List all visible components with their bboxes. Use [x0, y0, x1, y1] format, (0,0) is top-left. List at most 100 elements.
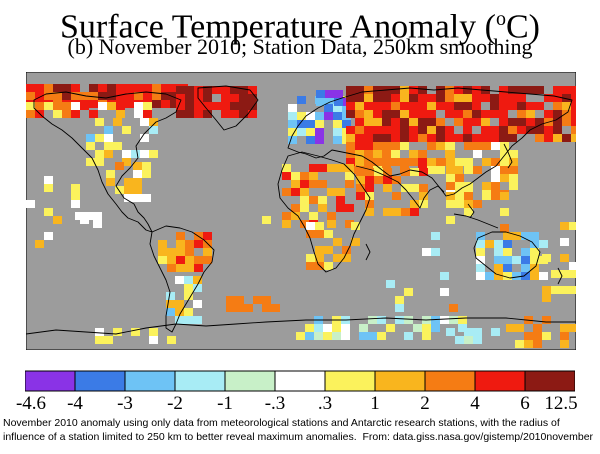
anomaly-cell: [133, 178, 142, 186]
anomaly-cell: [309, 164, 318, 172]
anomaly-cell: [382, 126, 391, 134]
anomaly-cell: [373, 102, 382, 110]
anomaly-cell: [569, 270, 576, 278]
anomaly-cell: [571, 102, 576, 110]
anomaly-cell: [476, 272, 485, 280]
anomaly-cell: [391, 158, 400, 166]
anomaly-cell: [509, 182, 518, 190]
anomaly-cell: [345, 220, 354, 228]
anomaly-cell: [291, 180, 300, 188]
anomaly-cell: [297, 96, 306, 104]
anomaly-cell: [26, 200, 35, 208]
anomaly-cell: [500, 174, 509, 182]
anomaly-cell: [170, 92, 179, 100]
anomaly-cell: [494, 264, 503, 272]
anomaly-cell: [455, 200, 464, 208]
anomaly-cell: [482, 142, 491, 150]
anomaly-cell: [446, 142, 455, 150]
anomaly-cell: [305, 324, 314, 332]
anomaly-cell: [571, 134, 576, 142]
anomaly-cell: [419, 184, 428, 192]
anomaly-cell: [184, 292, 193, 300]
anomaly-cell: [422, 324, 431, 332]
anomaly-cell: [194, 264, 203, 272]
anomaly-cell: [373, 110, 382, 118]
anomaly-cell: [392, 192, 401, 200]
anomaly-cell: [383, 184, 392, 192]
anomaly-cell: [499, 102, 508, 110]
anomaly-cell: [508, 126, 517, 134]
anomaly-cell: [152, 100, 161, 108]
anomaly-cell: [212, 102, 221, 110]
anomaly-cell: [309, 180, 318, 188]
degree-symbol: o: [496, 8, 506, 30]
anomaly-cell: [400, 86, 409, 94]
anomaly-cell: [327, 212, 336, 220]
color-legend: [25, 370, 575, 392]
anomaly-cell: [512, 232, 521, 240]
anomaly-cell: [193, 316, 202, 324]
anomaly-cell: [446, 216, 455, 224]
anomaly-cell: [116, 92, 125, 100]
legend-tick-label: -4: [67, 393, 83, 414]
anomaly-cell: [95, 328, 104, 336]
anomaly-cell: [44, 208, 53, 216]
anomaly-cell: [454, 118, 463, 126]
anomaly-cell: [485, 272, 494, 280]
anomaly-cell: [382, 110, 391, 118]
anomaly-cell: [212, 86, 221, 94]
anomaly-cell: [401, 208, 410, 216]
anomaly-cell: [391, 94, 400, 102]
anomaly-cell: [382, 94, 391, 102]
anomaly-cell: [167, 248, 176, 256]
anomaly-cell: [418, 110, 427, 118]
anomaly-cell: [355, 126, 364, 134]
anomaly-cell: [53, 110, 62, 118]
anomaly-cell: [288, 136, 297, 144]
anomaly-cell: [454, 102, 463, 110]
anomaly-cell: [166, 308, 175, 316]
anomaly-cell: [333, 112, 342, 120]
anomaly-cell: [291, 204, 300, 212]
anomaly-cell: [427, 158, 436, 166]
anomaly-cell: [71, 184, 80, 192]
anomaly-cell: [176, 232, 185, 240]
anomaly-cell: [44, 84, 53, 92]
anomaly-cell: [569, 286, 576, 294]
anomaly-cell: [306, 128, 315, 136]
anomaly-cell: [560, 332, 569, 340]
anomaly-cell: [553, 86, 562, 94]
anomaly-cell: [140, 150, 149, 158]
anomaly-cell: [364, 110, 373, 118]
anomaly-cell: [562, 102, 571, 110]
anomaly-cell: [526, 102, 535, 110]
anomaly-cell: [472, 134, 481, 142]
anomaly-cell: [176, 264, 185, 272]
anomaly-cell: [449, 316, 458, 324]
anomaly-cell: [455, 336, 464, 344]
anomaly-cell: [410, 184, 419, 192]
anomaly-cell: [508, 118, 517, 126]
anomaly-cell: [446, 158, 455, 166]
anomaly-cell: [346, 94, 355, 102]
anomaly-cell: [325, 90, 334, 98]
anomaly-cell: [436, 166, 445, 174]
anomaly-cell: [309, 172, 318, 180]
anomaly-cell: [530, 264, 539, 272]
anomaly-cell: [482, 192, 491, 200]
anomaly-cell: [248, 86, 257, 94]
anomaly-cell: [193, 300, 202, 308]
anomaly-cell: [35, 240, 44, 248]
anomaly-cell: [491, 182, 500, 190]
anomaly-cell: [158, 256, 167, 264]
anomaly-cell: [530, 240, 539, 248]
anomaly-cell: [316, 90, 325, 98]
anomaly-cell: [455, 192, 464, 200]
anomaly-cell: [530, 256, 539, 264]
anomaly-cell: [544, 134, 553, 142]
anomaly-cell: [571, 126, 576, 134]
anomaly-cell: [167, 264, 176, 272]
anomaly-cell: [427, 142, 436, 150]
anomaly-cell: [282, 172, 291, 180]
anomaly-cell: [203, 102, 212, 110]
